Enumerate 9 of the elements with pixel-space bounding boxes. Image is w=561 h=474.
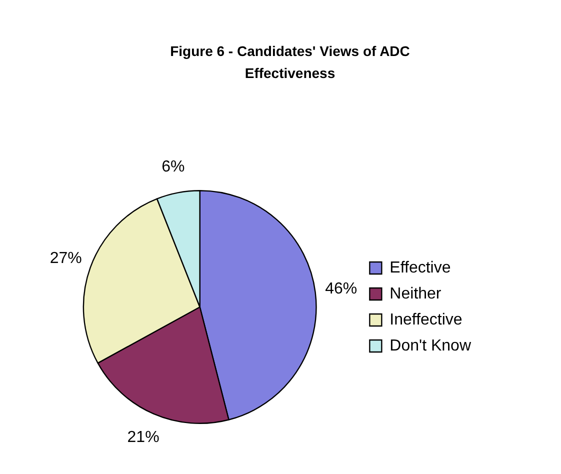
legend-label: Don't Know (390, 337, 472, 354)
data-label: 6% (162, 158, 185, 176)
chart-title: Figure 6 - Candidates' Views of ADC Effectiveness (169, 42, 411, 83)
legend-label: Neither (390, 285, 442, 302)
data-label: 21% (127, 429, 160, 446)
legend-label: Ineffective (390, 311, 462, 328)
data-label: 27% (50, 250, 82, 268)
legend-label: Effective (390, 259, 451, 276)
data-label: 46% (325, 280, 358, 298)
